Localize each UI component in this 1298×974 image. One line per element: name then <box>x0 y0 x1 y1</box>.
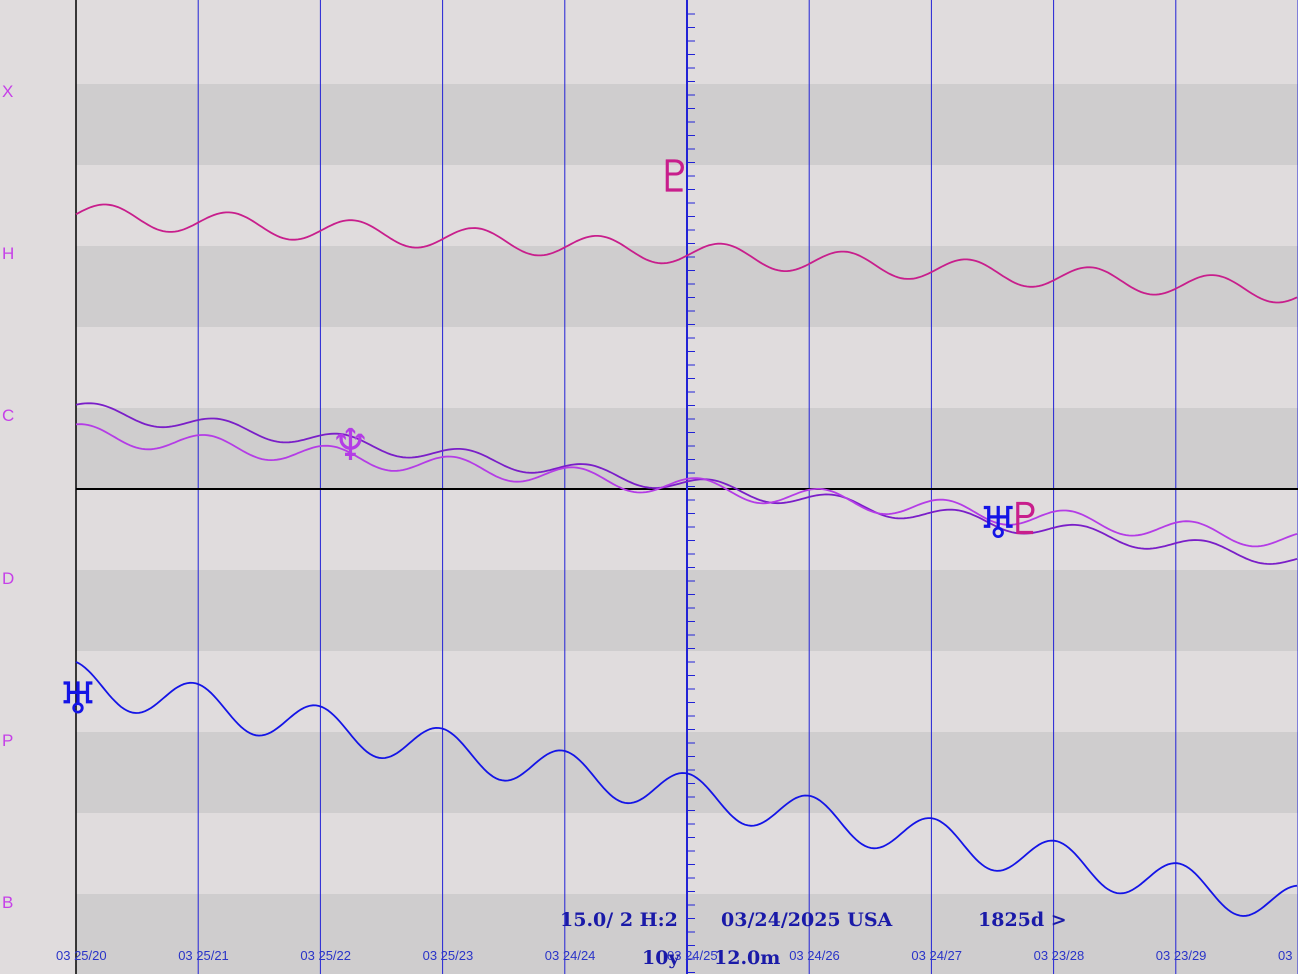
x-tick-label: 03 24/25 <box>667 948 718 963</box>
x-tick-label: 03 25/22 <box>300 948 351 963</box>
series-line <box>75 423 1298 548</box>
planet-glyph-icon: ♅ <box>978 498 1017 549</box>
x-tick-label: 03 <box>1278 948 1292 963</box>
planet-glyph-icon: ♆ <box>331 420 370 471</box>
row-label: H <box>2 244 15 263</box>
planet-glyph-icon: ♇ <box>655 151 694 202</box>
x-axis-labels: 03 25/20 03 25/21 03 25/22 03 25/23 03 24/24… <box>56 948 1292 963</box>
date-info: 03/24/2025 USA <box>721 909 893 931</box>
planet-glyph-icon: ♅ <box>58 673 97 724</box>
series-line <box>75 203 1298 304</box>
scale-info: 15.0/ 2 H:2 <box>560 909 678 931</box>
row-label: X <box>2 82 14 101</box>
row-label: B <box>2 893 14 912</box>
x-tick-label: 03 24/27 <box>911 948 962 963</box>
x-tick-label: 03 23/29 <box>1156 948 1207 963</box>
x-tick-label: 03 23/28 <box>1034 948 1085 963</box>
x-tick-label: 03 25/20 <box>56 948 107 963</box>
row-label: P <box>2 731 14 750</box>
row-label: C <box>2 406 15 425</box>
row-label: D <box>2 569 15 588</box>
months-info: 12.0m <box>714 947 781 969</box>
x-tick-label: 03 24/24 <box>545 948 596 963</box>
span-info[interactable]: 1825d > <box>978 909 1067 931</box>
years-info: 10y <box>642 947 680 969</box>
planet-markers: ♇♆♅♅♇ <box>58 151 1045 724</box>
series-line <box>75 402 1298 565</box>
series-line <box>75 661 1298 917</box>
series-lines <box>75 203 1298 917</box>
planet-glyph-icon: ♇ <box>1006 494 1045 545</box>
x-tick-label: 03 25/23 <box>423 948 474 963</box>
x-tick-label: 03 25/21 <box>178 948 229 963</box>
axes <box>75 0 1298 974</box>
x-tick-label: 03 24/26 <box>789 948 840 963</box>
